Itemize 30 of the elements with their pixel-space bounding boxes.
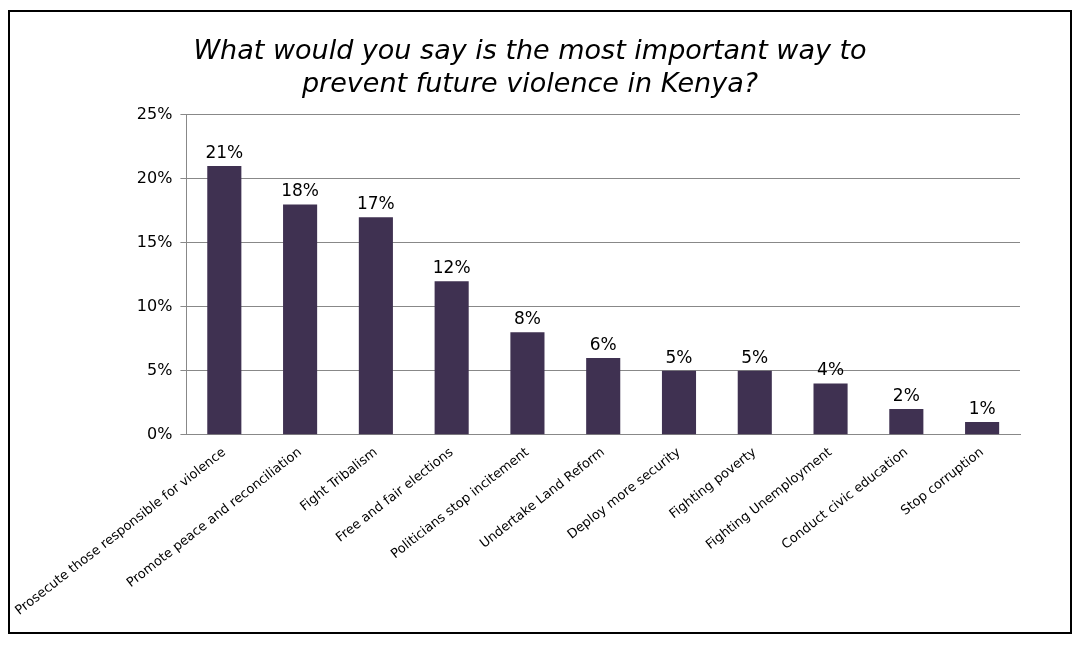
y-tick-label: 10%	[136, 295, 173, 315]
data-label: 1%	[968, 397, 996, 418]
bar	[813, 383, 848, 435]
data-label: 8%	[513, 308, 541, 329]
y-tick-label: 15%	[136, 231, 173, 251]
bar	[586, 357, 621, 435]
bar	[358, 217, 393, 435]
data-label: 5%	[741, 346, 769, 367]
bar	[283, 204, 318, 435]
bar	[207, 165, 242, 435]
y-tick-label: 25%	[136, 103, 173, 123]
text: What would you say is the most important way to	[193, 34, 867, 66]
bar	[661, 370, 697, 435]
data-label: 18%	[281, 180, 319, 201]
data-label: 5%	[665, 346, 693, 367]
y-tick-label: 0%	[147, 423, 173, 443]
text: prevent future violence in Kenya?	[301, 66, 759, 98]
data-label: 4%	[817, 359, 845, 380]
data-label: 17%	[356, 193, 395, 214]
bar	[434, 281, 469, 435]
data-label: 21%	[205, 141, 244, 162]
bar	[965, 421, 1000, 435]
bar	[737, 370, 772, 435]
bar	[510, 332, 545, 435]
y-tick-label: 5%	[147, 359, 173, 379]
data-label: 6%	[589, 333, 617, 354]
data-label: 12%	[432, 257, 471, 278]
bar	[889, 409, 924, 435]
y-tick-label: 20%	[136, 167, 173, 187]
data-label: 2%	[892, 385, 920, 406]
